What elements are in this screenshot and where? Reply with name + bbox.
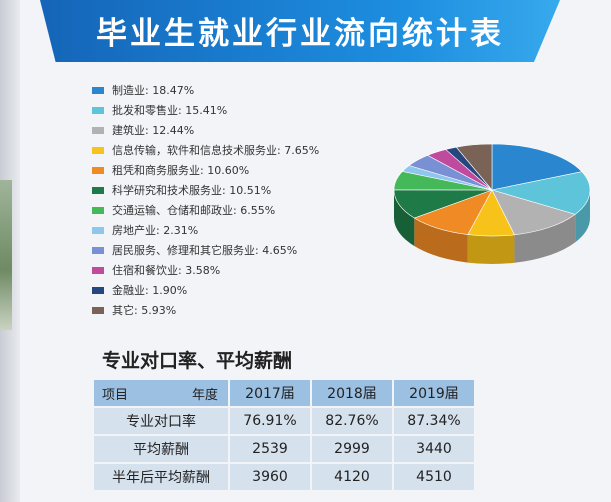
year-header: 2017届 [230, 380, 310, 406]
legend-item: 信息传输，软件和信息技术服务业: 7.65% [92, 140, 319, 160]
legend-swatch [92, 146, 104, 154]
row-label: 专业对口率 [94, 408, 228, 434]
legend-label: 住宿和餐饮业: 3.58% [112, 264, 221, 277]
legend-item: 金融业: 1.90% [92, 280, 319, 300]
table-cell: 4120 [312, 464, 392, 490]
legend-item: 交通运输、仓储和邮政业: 6.55% [92, 200, 319, 220]
pie-slice-side [394, 190, 415, 247]
legend-label: 交通运输、仓储和邮政业: 6.55% [112, 204, 276, 217]
pie-slice [491, 171, 591, 215]
corner-label-item: 项目 [102, 388, 129, 403]
table-cell: 4510 [394, 464, 474, 490]
legend-swatch [92, 286, 104, 294]
pie-slice-side [514, 214, 576, 263]
table-cell: 87.34% [394, 408, 474, 434]
chart-legend: 制造业: 18.47% 批发和零售业: 15.41% 建筑业: 12.44% 信息传输… [92, 80, 319, 320]
legend-label: 科学研究和技术服务业: 10.51% [112, 184, 272, 197]
spine-photo [0, 180, 12, 330]
legend-swatch [92, 246, 104, 254]
legend-label: 其它: 5.93% [112, 304, 177, 317]
table-row: 平均薪酬 2539 2999 3440 [94, 436, 474, 462]
legend-item: 制造业: 18.47% [92, 80, 319, 100]
legend-label: 信息传输，软件和信息技术服务业: 7.65% [112, 144, 320, 157]
table-row: 专业对口率 76.91% 82.76% 87.34% [94, 408, 474, 434]
legend-swatch [92, 126, 104, 134]
pie-slice-side [467, 234, 515, 264]
row-label: 半年后平均薪酬 [94, 464, 228, 490]
pie-slice [491, 143, 583, 191]
title-banner: 毕业生就业行业流向统计表 [40, 0, 560, 62]
table-cell: 76.91% [230, 408, 310, 434]
legend-swatch [92, 86, 104, 94]
legend-swatch [92, 166, 104, 174]
legend-item: 批发和零售业: 15.41% [92, 100, 319, 120]
legend-label: 制造业: 18.47% [112, 84, 195, 97]
table-header-row: 项目 年度 2017届 2018届 2019届 [94, 380, 474, 406]
legend-item: 租凭和商务服务业: 10.60% [92, 160, 319, 180]
legend-label: 房地产业: 2.31% [112, 224, 199, 237]
legend-swatch [92, 306, 104, 314]
legend-label: 批发和零售业: 15.41% [112, 104, 228, 117]
legend-label: 金融业: 1.90% [112, 284, 188, 297]
year-header: 2018届 [312, 380, 392, 406]
legend-swatch [92, 266, 104, 274]
table-cell: 3960 [230, 464, 310, 490]
legend-swatch [92, 186, 104, 194]
stats-table: 项目 年度 2017届 2018届 2019届 专业对口率 76.91% 82.… [92, 378, 476, 492]
legend-label: 租凭和商务服务业: 10.60% [112, 164, 250, 177]
legend-item: 建筑业: 12.44% [92, 120, 319, 140]
row-label: 平均薪酬 [94, 436, 228, 462]
pie-slice [455, 143, 493, 191]
table-cell: 2999 [312, 436, 392, 462]
year-header: 2019届 [394, 380, 474, 406]
pie-slice-side [414, 218, 468, 263]
legend-item: 住宿和餐饮业: 3.58% [92, 260, 319, 280]
pie-chart [393, 143, 591, 264]
table-cell: 82.76% [312, 408, 392, 434]
legend-swatch [92, 226, 104, 234]
legend-item: 科学研究和技术服务业: 10.51% [92, 180, 319, 200]
legend-item: 房地产业: 2.31% [92, 220, 319, 240]
table-cell: 3440 [394, 436, 474, 462]
legend-label: 建筑业: 12.44% [112, 124, 195, 137]
legend-swatch [92, 106, 104, 114]
legend-item: 居民服务、修理和其它服务业: 4.65% [92, 240, 319, 260]
legend-label: 居民服务、修理和其它服务业: 4.65% [112, 244, 298, 257]
table-cell: 2539 [230, 436, 310, 462]
table-title: 专业对口率、平均薪酬 [102, 350, 293, 372]
legend-swatch [92, 206, 104, 214]
table-corner-cell: 项目 年度 [94, 380, 228, 406]
legend-item: 其它: 5.93% [92, 300, 319, 320]
pie-slice [491, 189, 576, 236]
corner-label-year: 年度 [191, 388, 218, 403]
page-title: 毕业生就业行业流向统计表 [96, 16, 504, 52]
table-row: 半年后平均薪酬 3960 4120 4510 [94, 464, 474, 490]
